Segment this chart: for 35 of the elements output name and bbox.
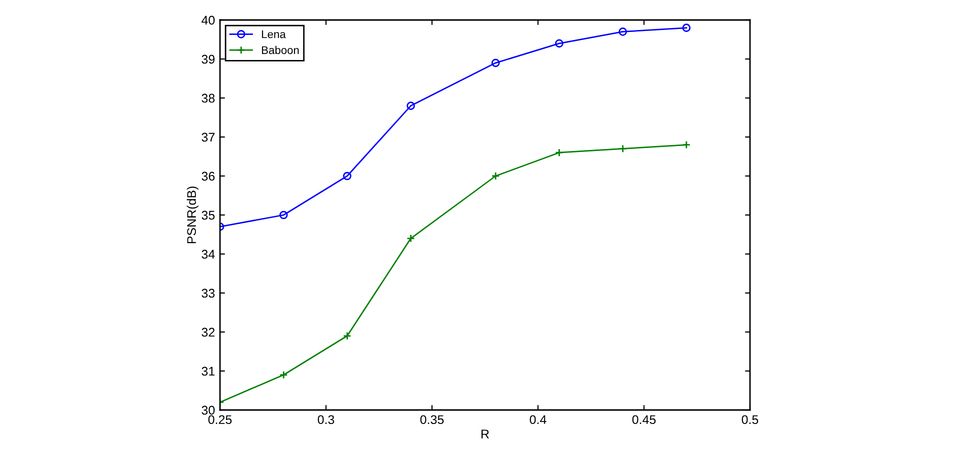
point xyxy=(491,58,500,68)
point xyxy=(406,234,415,243)
point xyxy=(491,172,500,180)
point xyxy=(682,140,691,149)
y-tick-label: 31 xyxy=(202,366,215,376)
point xyxy=(279,370,288,380)
y-tick-label: 39 xyxy=(202,54,215,64)
point xyxy=(343,172,352,180)
x-tick-label: 0.5 xyxy=(742,415,758,424)
y-tick-label: 36 xyxy=(202,172,215,181)
x-tick-label: 0.45 xyxy=(632,415,656,424)
y-axis-title: PSNR(dB) xyxy=(186,186,198,244)
point xyxy=(618,144,627,153)
point xyxy=(618,28,627,36)
y-tick-label: 35 xyxy=(202,210,215,220)
x-tick-label: 0.3 xyxy=(318,415,334,424)
point xyxy=(555,148,564,157)
point xyxy=(406,102,415,110)
y-tick-label: 34 xyxy=(202,250,215,259)
y-tick-label: 30 xyxy=(202,406,215,415)
x-tick-label: 0.35 xyxy=(420,415,444,424)
point xyxy=(555,39,564,48)
y-tick-label: 33 xyxy=(202,288,215,298)
point xyxy=(279,210,288,220)
legend-label: Baboon xyxy=(262,46,299,54)
y-tick-label: 37 xyxy=(202,132,215,142)
x-tick-label: 0.4 xyxy=(530,415,546,424)
point xyxy=(343,332,352,340)
y-tick-label: 40 xyxy=(202,16,215,25)
y-tick-label: 32 xyxy=(202,328,215,337)
legend-label: Lena xyxy=(262,30,286,38)
x-axis-title: R xyxy=(482,430,489,438)
x-tick-label: 0.25 xyxy=(208,415,232,424)
y-tick-label: 38 xyxy=(202,94,215,103)
point xyxy=(682,24,691,32)
